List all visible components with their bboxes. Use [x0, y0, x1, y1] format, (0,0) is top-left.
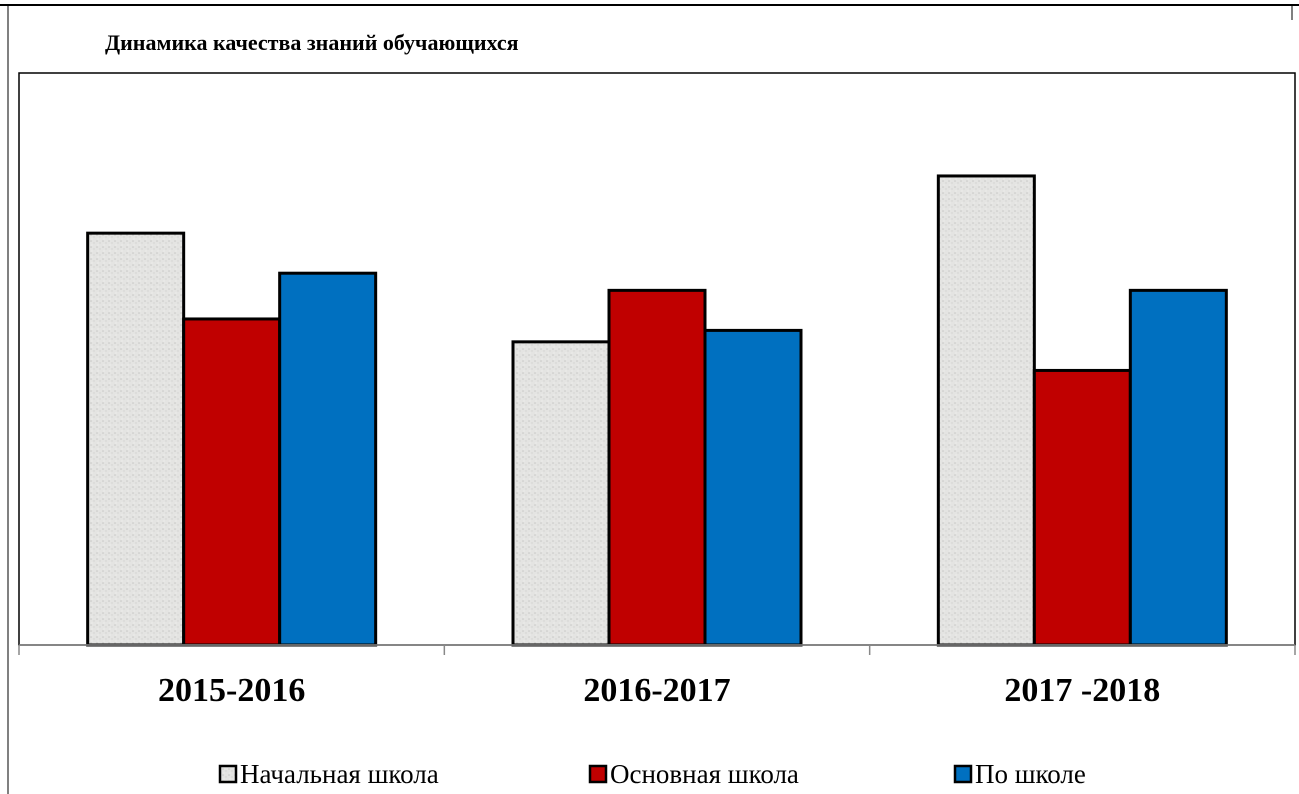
bar: [703, 328, 803, 647]
legend-swatch: [953, 764, 973, 784]
legend-swatch: [218, 764, 238, 784]
bar: [1128, 288, 1228, 647]
legend-label: Основная школа: [610, 759, 799, 789]
legend-label: Начальная школа: [240, 759, 439, 789]
bar: [1032, 368, 1132, 647]
bar: [936, 174, 1036, 647]
bar: [278, 271, 378, 647]
x-tick-label: 2015-2016: [158, 672, 305, 709]
bar: [86, 231, 186, 647]
bar: [182, 317, 282, 647]
bar: [511, 340, 611, 647]
legend-swatch: [588, 764, 608, 784]
bar: [607, 288, 707, 647]
x-tick-label: 2017 -2018: [1004, 672, 1160, 709]
chart-title: Динамика качества знаний обучающихся: [105, 30, 519, 55]
x-tick-label: 2016-2017: [583, 672, 730, 709]
legend-label: По школе: [975, 759, 1086, 789]
